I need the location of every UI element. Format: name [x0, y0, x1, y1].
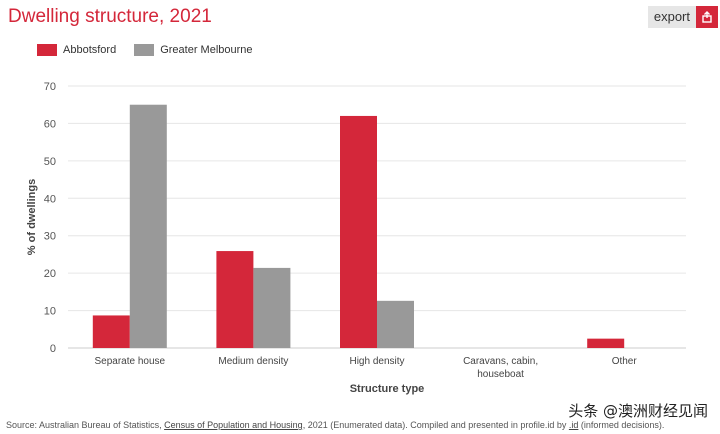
source-note: Source: Australian Bureau of Statistics,…: [6, 420, 664, 430]
bar-abbotsford: [340, 115, 377, 348]
bar-greater-melbourne: [253, 267, 291, 348]
legend-item-abbotsford[interactable]: Abbotsford: [37, 44, 116, 56]
y-tick-label: 70: [44, 81, 56, 93]
x-axis-title: Structure type: [350, 383, 425, 395]
id-link[interactable]: .id: [568, 420, 579, 430]
x-tick-label: Separate house: [94, 356, 165, 367]
watermark-text: 头条 @澳洲财经见闻: [564, 400, 712, 421]
y-tick-label: 50: [44, 156, 56, 168]
bar-abbotsford: [216, 251, 254, 348]
legend-item-greater-melbourne[interactable]: Greater Melbourne: [134, 44, 253, 56]
y-tick-label: 30: [44, 231, 56, 243]
y-tick-label: 10: [44, 306, 56, 318]
export-icon: [696, 6, 718, 28]
bar-abbotsford: [92, 315, 130, 348]
y-axis-title: % of dwellings: [26, 179, 38, 255]
source-middle: , 2021 (Enumerated data). Compiled and p…: [302, 420, 569, 430]
legend-swatch-greater-melbourne: [134, 44, 155, 56]
legend-label-greater-melbourne: Greater Melbourne: [160, 44, 253, 56]
y-tick-label: 40: [44, 193, 56, 205]
legend-label-abbotsford: Abbotsford: [63, 44, 117, 56]
x-tick-label: Other: [612, 356, 638, 367]
export-label: export: [653, 9, 690, 24]
export-button[interactable]: export: [647, 6, 718, 28]
x-tick-label: houseboat: [477, 369, 524, 380]
source-suffix: (informed decisions).: [578, 420, 665, 430]
bar-greater-melbourne: [377, 300, 414, 348]
y-tick-label: 0: [50, 343, 56, 355]
legend-swatch-abbotsford: [37, 44, 57, 56]
chart-legend: Abbotsford Greater Melbourne: [37, 44, 253, 56]
bar-abbotsford: [587, 338, 625, 348]
x-tick-label: Caravans, cabin,: [463, 356, 538, 367]
y-tick-label: 60: [44, 118, 56, 130]
x-tick-label: Medium density: [218, 356, 288, 367]
census-link[interactable]: Census of Population and Housing: [164, 420, 303, 430]
x-tick-label: High density: [349, 356, 404, 367]
bar-greater-melbourne: [129, 104, 167, 348]
y-tick-label: 20: [44, 268, 56, 280]
source-prefix: Source: Australian Bureau of Statistics,: [6, 420, 165, 430]
chart-title: Dwelling structure, 2021: [8, 6, 212, 27]
